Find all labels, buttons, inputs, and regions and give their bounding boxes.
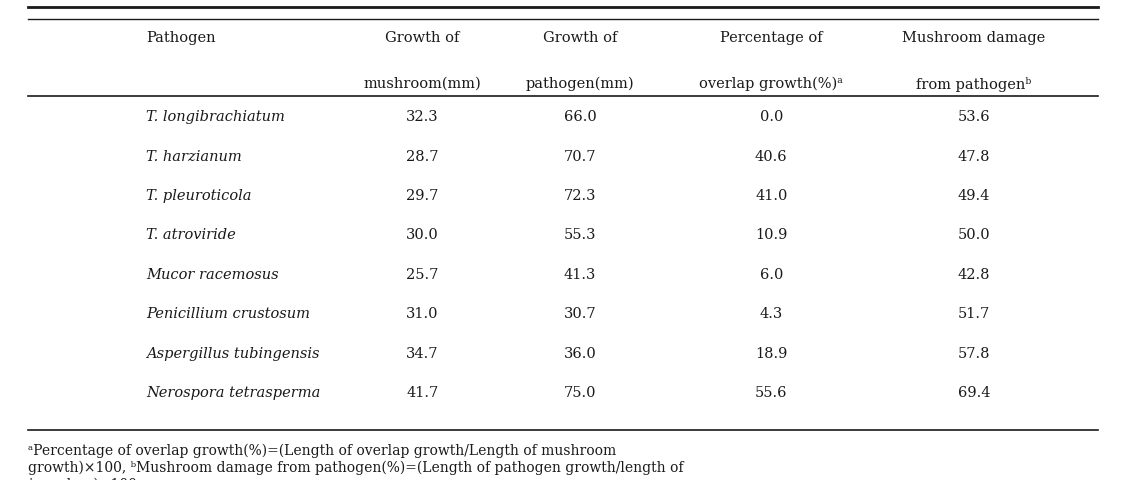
Text: 55.3: 55.3 <box>564 228 596 242</box>
Text: 70.7: 70.7 <box>564 150 596 164</box>
Text: Pathogen: Pathogen <box>146 31 216 45</box>
Text: 29.7: 29.7 <box>406 189 438 203</box>
Text: Growth of: Growth of <box>385 31 459 45</box>
Text: 25.7: 25.7 <box>406 268 438 282</box>
Text: 6.0: 6.0 <box>760 268 783 282</box>
Text: 41.7: 41.7 <box>406 386 438 400</box>
Text: 41.0: 41.0 <box>756 189 787 203</box>
Text: 50.0: 50.0 <box>958 228 990 242</box>
Text: Nerospora tetrasperma: Nerospora tetrasperma <box>146 386 321 400</box>
Text: overlap growth(%)ᵃ: overlap growth(%)ᵃ <box>699 77 843 91</box>
Text: 49.4: 49.4 <box>958 189 990 203</box>
Text: 51.7: 51.7 <box>958 307 990 321</box>
Text: 34.7: 34.7 <box>406 347 438 360</box>
Text: T. atroviride: T. atroviride <box>146 228 236 242</box>
Text: 28.7: 28.7 <box>406 150 438 164</box>
Text: 69.4: 69.4 <box>958 386 990 400</box>
Text: 72.3: 72.3 <box>564 189 596 203</box>
Text: pathogen(mm): pathogen(mm) <box>526 77 634 91</box>
Text: inoculum)×100: inoculum)×100 <box>28 478 137 480</box>
Text: Aspergillus tubingensis: Aspergillus tubingensis <box>146 347 320 360</box>
Text: 47.8: 47.8 <box>958 150 990 164</box>
Text: 30.7: 30.7 <box>564 307 596 321</box>
Text: mushroom(mm): mushroom(mm) <box>364 77 481 91</box>
Text: 31.0: 31.0 <box>406 307 438 321</box>
Text: 4.3: 4.3 <box>760 307 783 321</box>
Text: 53.6: 53.6 <box>958 110 990 124</box>
Text: 10.9: 10.9 <box>756 228 787 242</box>
Text: from pathogenᵇ: from pathogenᵇ <box>917 77 1031 92</box>
Text: T. pleuroticola: T. pleuroticola <box>146 189 252 203</box>
Text: T. harzianum: T. harzianum <box>146 150 242 164</box>
Text: 41.3: 41.3 <box>564 268 596 282</box>
Text: Mushroom damage: Mushroom damage <box>902 31 1046 45</box>
Text: 36.0: 36.0 <box>563 347 597 360</box>
Text: ᵃPercentage of overlap growth(%)=(Length of overlap growth/Length of mushroom: ᵃPercentage of overlap growth(%)=(Length… <box>28 444 616 458</box>
Text: Growth of: Growth of <box>543 31 617 45</box>
Text: Penicillium crustosum: Penicillium crustosum <box>146 307 311 321</box>
Text: 0.0: 0.0 <box>760 110 783 124</box>
Text: 32.3: 32.3 <box>406 110 438 124</box>
Text: 55.6: 55.6 <box>756 386 787 400</box>
Text: T. longibrachiatum: T. longibrachiatum <box>146 110 285 124</box>
Text: 30.0: 30.0 <box>405 228 439 242</box>
Text: 42.8: 42.8 <box>958 268 990 282</box>
Text: Mucor racemosus: Mucor racemosus <box>146 268 279 282</box>
Text: Percentage of: Percentage of <box>720 31 823 45</box>
Text: 66.0: 66.0 <box>563 110 597 124</box>
Text: 75.0: 75.0 <box>564 386 596 400</box>
Text: 57.8: 57.8 <box>958 347 990 360</box>
Text: 40.6: 40.6 <box>756 150 787 164</box>
Text: growth)×100, ᵇMushroom damage from pathogen(%)=(Length of pathogen growth/length: growth)×100, ᵇMushroom damage from patho… <box>28 461 683 475</box>
Text: 18.9: 18.9 <box>756 347 787 360</box>
